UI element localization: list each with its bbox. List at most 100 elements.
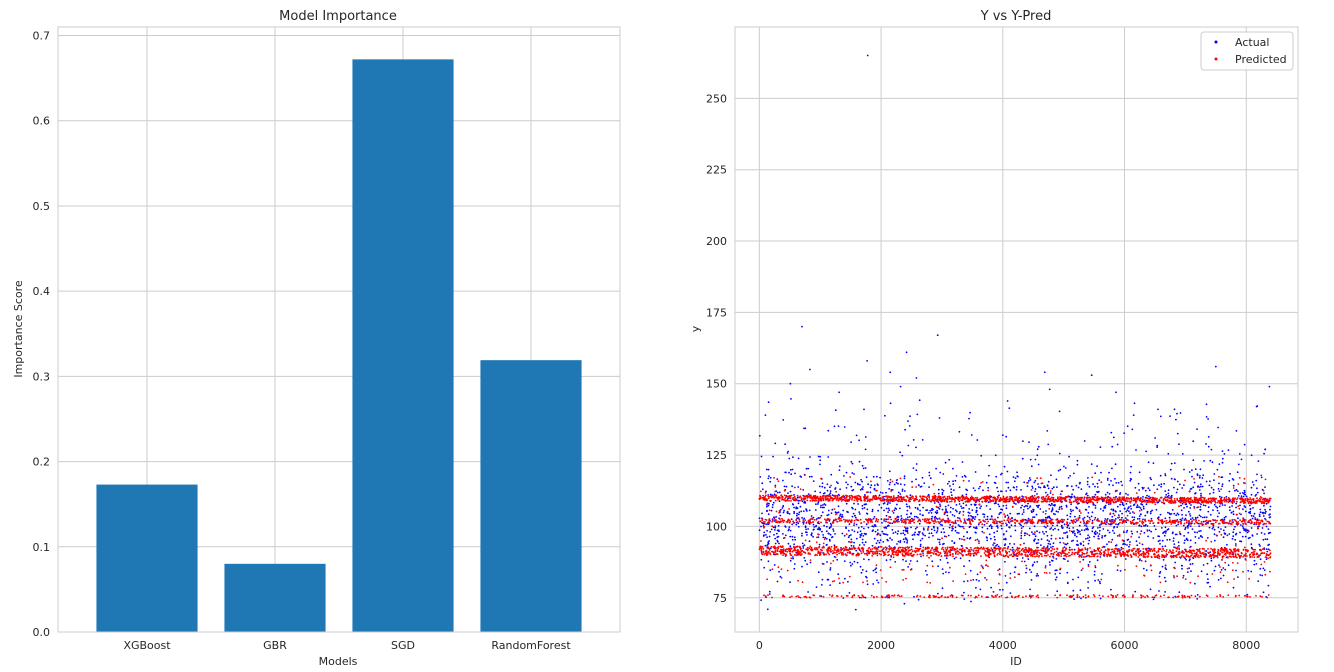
actual-point (1144, 489, 1147, 492)
actual-point (1094, 504, 1097, 507)
actual-point (1125, 521, 1128, 524)
actual-point (1117, 481, 1120, 484)
predicted-point (807, 552, 810, 554)
actual-point (772, 455, 774, 458)
actual-point (1083, 516, 1086, 519)
actual-point (769, 569, 772, 571)
actual-point (764, 414, 767, 416)
predicted-point (932, 549, 935, 551)
actual-point (853, 541, 855, 544)
predicted-point (1129, 554, 1132, 556)
actual-point (921, 537, 924, 540)
actual-point (1009, 489, 1012, 492)
predicted-point (1099, 551, 1102, 554)
predicted-point (1041, 555, 1043, 558)
actual-point (1058, 410, 1061, 413)
actual-point (974, 516, 977, 518)
actual-point (987, 486, 990, 489)
actual-point (1028, 568, 1031, 571)
predicted-point (762, 550, 765, 553)
actual-point (1029, 458, 1032, 461)
actual-point (824, 536, 827, 539)
predicted-point (1163, 549, 1165, 552)
actual-point (1247, 537, 1250, 540)
actual-point (1159, 415, 1162, 418)
predicted-point (1203, 548, 1205, 550)
actual-point (1004, 560, 1006, 563)
actual-point (1254, 518, 1257, 521)
actual-point (1154, 437, 1156, 439)
predicted-point (1228, 551, 1230, 554)
actual-point (782, 479, 784, 482)
predicted-point (1197, 550, 1199, 552)
actual-point (778, 542, 780, 545)
actual-point (997, 516, 999, 519)
actual-point (901, 454, 904, 457)
actual-point (1225, 515, 1227, 518)
predicted-point (1104, 549, 1107, 552)
predicted-point (976, 546, 979, 549)
actual-point (1016, 557, 1019, 560)
actual-point (1104, 504, 1107, 507)
predicted-point (1212, 554, 1215, 557)
predicted-point (1038, 552, 1041, 554)
actual-point (899, 385, 902, 388)
actual-point (984, 577, 986, 579)
predicted-point (1232, 548, 1235, 551)
actual-point (888, 483, 891, 486)
predicted-point (836, 549, 839, 552)
actual-point (1072, 509, 1074, 512)
actual-point (1025, 504, 1027, 507)
actual-point (1212, 526, 1215, 528)
actual-point (1265, 558, 1268, 560)
actual-point (864, 533, 867, 536)
actual-point (760, 558, 763, 561)
actual-point (1034, 490, 1036, 493)
actual-point (873, 524, 876, 526)
actual-point (994, 482, 997, 484)
actual-point (982, 489, 984, 492)
predicted-point (922, 552, 924, 555)
actual-point (1055, 569, 1058, 572)
bar-y-tick-label: 0.4 (33, 285, 51, 298)
predicted-point (1098, 547, 1101, 549)
actual-point (1178, 591, 1181, 594)
actual-point (1046, 517, 1049, 519)
predicted-point (928, 496, 931, 499)
predicted-point (811, 500, 814, 502)
predicted-point (960, 495, 963, 498)
predicted-point (931, 547, 933, 550)
predicted-point (970, 548, 973, 551)
actual-point (1210, 557, 1213, 560)
actual-point (945, 508, 947, 511)
predicted-point (946, 552, 948, 555)
predicted-point (785, 554, 788, 556)
actual-point (1252, 484, 1255, 486)
predicted-point (1197, 554, 1200, 556)
predicted-point (827, 500, 829, 502)
actual-point (790, 398, 792, 400)
actual-point (875, 542, 878, 545)
actual-point (864, 596, 867, 599)
actual-point (1187, 524, 1190, 527)
actual-point (1069, 515, 1072, 518)
actual-point (1102, 528, 1105, 530)
predicted-point (930, 549, 932, 552)
actual-point (1146, 525, 1149, 527)
actual-point (1119, 510, 1122, 512)
actual-point (1098, 524, 1101, 526)
actual-point (1046, 494, 1049, 496)
predicted-point (869, 548, 872, 551)
actual-point (808, 509, 811, 512)
predicted-point (1169, 549, 1171, 551)
predicted-point (1125, 550, 1128, 553)
predicted-point (1047, 554, 1049, 556)
actual-point (943, 542, 945, 545)
actual-point (915, 469, 918, 471)
predicted-point (888, 546, 891, 548)
predicted-point (980, 546, 983, 549)
actual-point (1076, 531, 1079, 534)
actual-point (1133, 516, 1136, 519)
actual-point (885, 533, 887, 536)
actual-point (785, 485, 788, 488)
